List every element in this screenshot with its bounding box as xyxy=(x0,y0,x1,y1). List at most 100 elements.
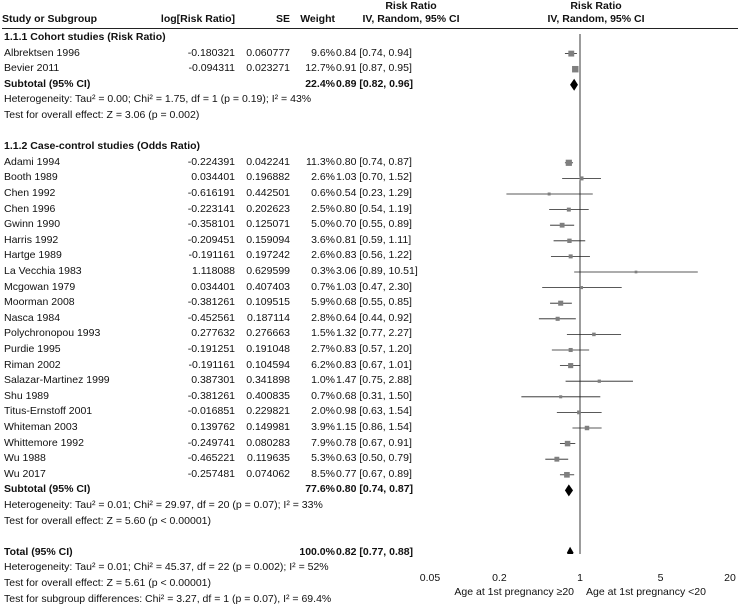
study-name: Adami 1994 xyxy=(4,155,61,168)
study-logrr: 0.387301 xyxy=(191,374,235,387)
study-ci: 0.78 [0.67, 0.91] xyxy=(336,436,412,449)
study-name: Riman 2002 xyxy=(4,358,61,371)
study-weight: 5.0% xyxy=(311,218,335,231)
study-ci: 1.03 [0.47, 2.30] xyxy=(336,280,412,293)
study-name: Wu 2017 xyxy=(4,467,46,480)
header-rule xyxy=(2,28,738,29)
study-se: 0.442501 xyxy=(246,187,290,199)
forest-plot xyxy=(506,34,698,554)
study-logrr: -0.223141 xyxy=(187,202,235,215)
study-ci: 0.63 [0.50, 0.79] xyxy=(336,452,412,465)
study-name: Chen 1996 xyxy=(4,202,56,215)
study-logrr: -0.465221 xyxy=(187,452,235,465)
study-name: Whiteman 2003 xyxy=(4,421,78,433)
study-se: 0.119635 xyxy=(246,452,290,465)
study-name: Whittemore 1992 xyxy=(4,436,84,449)
summary-diamond xyxy=(570,78,578,91)
subtotal-ci: 0.89 [0.82, 0.96] xyxy=(336,77,414,90)
study-se: 0.104594 xyxy=(246,358,290,371)
study-name: Albrektsen 1996 xyxy=(4,46,80,59)
study-weight: 6.2% xyxy=(311,358,335,371)
study-name: Moorman 2008 xyxy=(4,296,75,309)
study-ci: 0.80 [0.54, 1.19] xyxy=(336,202,412,215)
point-estimate-square xyxy=(555,316,560,321)
study-name: Shu 1989 xyxy=(4,389,49,402)
study-name: La Vecchia 1983 xyxy=(4,265,82,277)
study-name: Hartge 1989 xyxy=(4,249,62,262)
study-se: 0.191048 xyxy=(246,343,290,355)
study-ci: 0.70 [0.55, 0.89] xyxy=(336,218,412,231)
study-name: Gwinn 1990 xyxy=(4,218,61,231)
study-se: 0.149981 xyxy=(246,421,290,433)
x-tick-label: 1 xyxy=(577,572,583,585)
study-name: Bevier 2011 xyxy=(4,62,60,75)
study-se: 0.060777 xyxy=(246,46,290,59)
study-ci: 0.80 [0.74, 0.87] xyxy=(336,155,412,168)
study-name: Chen 1992 xyxy=(4,187,56,199)
point-estimate-square xyxy=(572,65,579,73)
study-ci: 1.15 [0.86, 1.54] xyxy=(336,421,412,433)
study-ci: 1.32 [0.77, 2.27] xyxy=(336,327,412,340)
study-se: 0.042241 xyxy=(246,155,290,168)
study-ci: 0.54 [0.23, 1.29] xyxy=(336,187,412,199)
group-title: 1.1.2 Case-control studies (Odds Ratio) xyxy=(4,140,201,153)
study-weight: 2.0% xyxy=(311,405,335,418)
study-se: 0.187114 xyxy=(246,311,290,324)
study-se: 0.080283 xyxy=(246,436,290,449)
point-estimate-square xyxy=(559,395,563,399)
point-estimate-square xyxy=(597,379,601,383)
study-se: 0.341898 xyxy=(246,374,290,387)
study-ci: 0.64 [0.44, 0.92] xyxy=(336,311,412,324)
study-se: 0.400835 xyxy=(246,389,290,402)
study-ci: 0.68 [0.31, 1.50] xyxy=(336,389,412,402)
study-se: 0.159094 xyxy=(246,233,290,246)
study-logrr: -0.191161 xyxy=(188,358,235,371)
col-header-study: Study or Subgroup xyxy=(2,13,98,25)
study-se: 0.202623 xyxy=(246,202,290,215)
study-weight: 1.5% xyxy=(311,327,335,340)
study-weight: 0.6% xyxy=(311,187,335,199)
point-estimate-square xyxy=(592,332,596,337)
study-logrr: -0.616191 xyxy=(187,187,235,199)
study-weight: 2.6% xyxy=(311,249,335,262)
study-name: Purdie 1995 xyxy=(4,343,61,355)
study-ci: 0.83 [0.57, 1.20] xyxy=(336,343,412,355)
study-weight: 0.3% xyxy=(311,265,335,277)
study-weight: 8.5% xyxy=(311,467,335,480)
study-weight: 2.5% xyxy=(311,202,335,215)
group-title: 1.1.1 Cohort studies (Risk Ratio) xyxy=(4,31,166,43)
x-tick-label: 20 xyxy=(724,572,736,585)
group-heterogeneity: Heterogeneity: Tau² = 0.00; Chi² = 1.75,… xyxy=(4,93,312,106)
study-ci: 1.03 [0.70, 1.52] xyxy=(336,171,412,184)
study-name: Titus-Ernstoff 2001 xyxy=(4,405,93,418)
study-logrr: -0.094311 xyxy=(188,62,235,75)
total-heterogeneity: Heterogeneity: Tau² = 0.01; Chi² = 45.37… xyxy=(4,561,329,574)
x-label-left: Age at 1st pregnancy ≥20 xyxy=(454,586,574,599)
study-weight: 3.6% xyxy=(311,233,335,246)
study-se: 0.197242 xyxy=(246,249,290,262)
study-se: 0.629599 xyxy=(246,265,290,277)
study-ci: 0.91 [0.87, 0.95] xyxy=(336,62,412,75)
summary-diamond xyxy=(564,484,574,497)
group-overall-effect: Test for overall effect: Z = 3.06 (p = 0… xyxy=(4,109,200,121)
point-estimate-square xyxy=(559,222,565,228)
study-logrr: -0.257481 xyxy=(187,467,235,480)
study-ci: 0.77 [0.67, 0.89] xyxy=(336,467,412,480)
study-logrr: -0.249741 xyxy=(187,436,235,449)
point-estimate-square xyxy=(565,159,572,166)
study-ci: 0.81 [0.59, 1.11] xyxy=(336,233,412,246)
study-ci: 0.84 [0.74, 0.94] xyxy=(336,46,412,59)
point-estimate-square xyxy=(558,300,564,306)
point-estimate-square xyxy=(568,254,573,259)
study-weight: 2.8% xyxy=(311,311,335,324)
study-logrr: 1.118088 xyxy=(191,265,235,277)
col-header-logrr: log[Risk Ratio] xyxy=(160,13,235,25)
study-weight: 1.0% xyxy=(311,374,335,387)
col-header-ci: IV, Random, 95% CI xyxy=(362,13,460,25)
study-se: 0.276663 xyxy=(246,327,290,340)
point-estimate-square xyxy=(579,176,584,181)
x-tick-label: 0.2 xyxy=(492,572,507,585)
study-logrr: -0.016851 xyxy=(187,405,235,418)
study-ci: 3.06 [0.89, 10.51] xyxy=(336,265,418,277)
study-logrr: -0.224391 xyxy=(187,155,235,168)
